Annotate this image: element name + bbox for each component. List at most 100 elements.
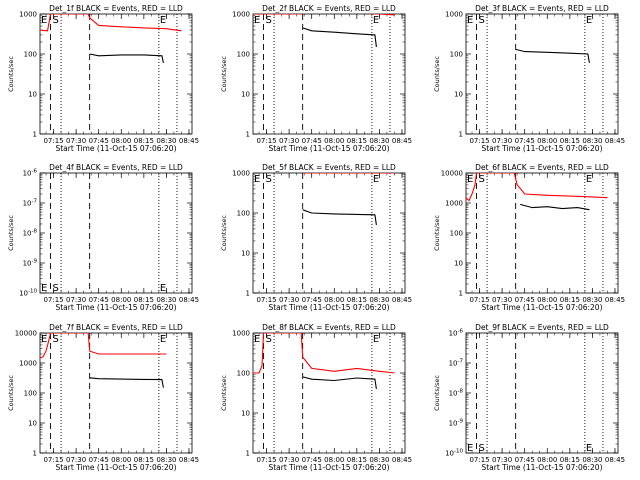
panel-7: Det_7f BLACK = Events, RED = LLD 1 10 100 10… [7,323,199,472]
y-tick-label: 100 [237,210,250,218]
y-tick-label: 10-7 [449,359,464,368]
panel-title: Det_8f BLACK = Events, RED = LLD [262,323,396,332]
marker-e-left: E [41,334,47,345]
marker-s: S [266,15,272,26]
x-tick-label: 08:45 [179,456,199,464]
x-tick-label: 07:45 [302,296,322,304]
x-tick-label: 07:30 [279,137,299,145]
x-axis-label: Start Time (11-Oct-15 07:06:20) [55,463,176,472]
plot-frame [465,332,619,454]
y-axis-label: Counts/sec [7,215,15,251]
y-tick-label: 1000 [232,11,250,19]
panel-title: Det_1f BLACK = Events, RED = LLD [49,4,183,13]
plot-frame [39,13,193,135]
y-tick-label: 10 [454,91,463,99]
x-tick-label: 07:30 [279,296,299,304]
y-tick-label: 10-8 [23,229,38,238]
series-line-events [520,203,590,211]
x-tick-label: 08:00 [537,296,557,304]
panel-9: Det_9f BLACK = Events, RED = LLD 10-10 10-… [433,323,625,472]
y-axis-label: Counts/sec [7,375,15,411]
x-tick-label: 07:30 [66,296,86,304]
marker-s: S [53,15,59,26]
y-tick-label: 10-9 [23,259,38,268]
x-tick-label: 08:30 [582,296,602,304]
series-line-lld [40,333,167,359]
x-tick-label: 07:45 [89,456,109,464]
series-line-events [302,27,377,48]
y-tick-label: 10-8 [449,389,464,398]
x-tick-label: 08:00 [111,137,131,145]
y-tick-label: 1000 [19,360,37,368]
x-tick-label: 07:45 [89,137,109,145]
panel-title: Det_3f BLACK = Events, RED = LLD [475,4,609,13]
x-tick-label: 07:45 [302,137,322,145]
y-tick-label: 1 [246,450,250,458]
x-tick-label: 08:30 [582,456,602,464]
y-axis-label: Counts/sec [433,375,441,411]
series-line-events [302,376,377,389]
y-tick-label: 100 [24,51,37,59]
y-tick-label: 10-7 [23,199,38,208]
y-tick-label: 1 [33,450,37,458]
y-tick-label: 1000 [19,11,37,19]
marker-e-right: E [373,15,379,26]
x-tick-label: 08:00 [111,456,131,464]
y-tick-label: 10-10 [19,289,37,298]
y-tick-label: 10 [241,250,250,258]
marker-e-left: E [254,15,260,26]
marker-e-right: E [373,334,379,345]
panel-title: Det_4f BLACK = Events, RED = LLD [49,163,183,172]
x-tick-label: 07:15 [469,456,489,464]
y-tick-label: 1 [459,131,463,139]
series-line-lld [40,14,182,32]
x-tick-label: 08:15 [560,296,580,304]
y-axis-label: Counts/sec [433,215,441,251]
x-tick-label: 08:00 [537,137,557,145]
x-tick-label: 07:30 [492,456,512,464]
y-tick-label: 10-6 [449,329,464,338]
marker-s: S [479,15,485,26]
marker-e-right: E [160,334,166,345]
x-tick-label: 08:15 [560,456,580,464]
x-tick-label: 08:00 [324,456,344,464]
marker-s: S [53,283,59,294]
panel-title: Det_7f BLACK = Events, RED = LLD [49,323,183,332]
x-tick-label: 07:15 [256,456,276,464]
y-tick-label: 10-9 [449,419,464,428]
x-tick-label: 07:30 [66,137,86,145]
x-tick-label: 08:00 [111,296,131,304]
plot-frame [39,172,193,294]
x-tick-label: 07:15 [43,296,63,304]
y-tick-label: 1000 [445,200,463,208]
x-axis-label: Start Time (11-Oct-15 07:06:20) [268,144,389,153]
x-tick-label: 07:15 [43,456,63,464]
y-tick-label: 1000 [445,11,463,19]
x-tick-label: 08:30 [156,456,176,464]
marker-e-right: E [160,15,166,26]
marker-e-right: E [586,174,592,185]
x-tick-label: 07:45 [515,137,535,145]
panel-2: Det_2f BLACK = Events, RED = LLD 1 10 100 10… [220,4,412,153]
marker-e-left: E [41,283,47,294]
y-tick-label: 10-10 [445,449,463,458]
series-line-lld [253,333,395,374]
plot-frame [252,172,406,294]
x-axis-label: Start Time (11-Oct-15 07:06:20) [481,463,602,472]
panel-6: Det_6f BLACK = Events, RED = LLD 1 10 100 10… [433,163,625,312]
marker-s: S [479,174,485,185]
y-tick-label: 10000 [441,170,463,178]
panel-4: Det_4f BLACK = Events, RED = LLD 10-10 10-… [7,163,199,312]
x-tick-label: 08:15 [347,456,367,464]
panel-8: Det_8f BLACK = Events, RED = LLD 1 10 100 10… [220,323,412,472]
marker-s: S [266,334,272,345]
marker-e-right: E [586,15,592,26]
panel-title: Det_9f BLACK = Events, RED = LLD [475,323,609,332]
x-tick-label: 07:15 [256,137,276,145]
marker-s: S [266,174,272,185]
x-tick-label: 07:45 [515,296,535,304]
plot-frame [465,172,619,294]
x-tick-label: 08:45 [605,456,625,464]
y-tick-label: 100 [237,370,250,378]
x-tick-label: 08:00 [537,456,557,464]
